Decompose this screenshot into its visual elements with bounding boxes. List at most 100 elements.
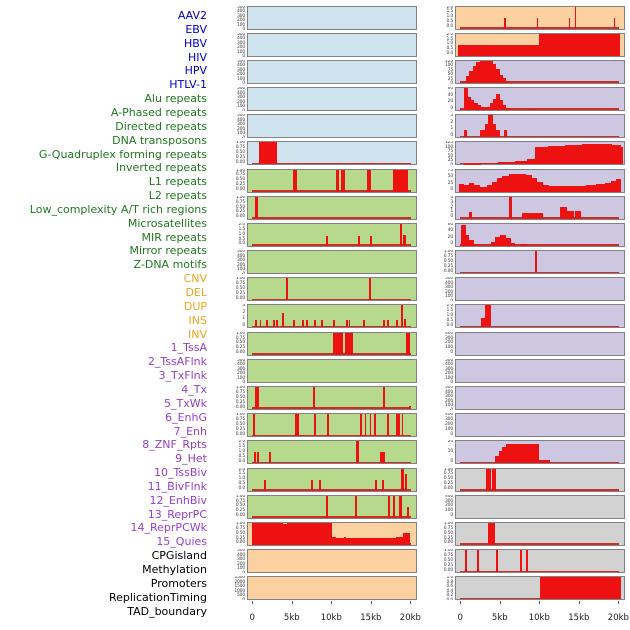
signal-bar [356,441,359,464]
y-tick-value: 300 [445,285,453,291]
y-tick-value: 0 [450,350,453,356]
x-axis-tick [578,601,580,604]
y-tick-value: 300 [237,40,245,46]
signal-baseline [459,26,619,29]
signal-bar [503,78,507,83]
y-tick-value: 500 [237,87,245,92]
signal-bar [253,414,255,437]
y-tick-value: 1.5 [238,471,245,477]
signal-bar [266,320,269,328]
signal-bar [387,320,389,328]
track-label-ReplicationTiming: ReplicationTiming [108,590,207,604]
x-axis-tick [539,601,541,604]
signal-bar [492,181,498,192]
y-tick-value: 1.00 [235,494,245,499]
signal-bar [480,186,488,192]
y-tick-value: 0.25 [443,263,453,269]
track-panel-13_ReprPC [455,386,625,411]
signal-bar [258,142,278,165]
y-tick-value: 100 [237,131,245,137]
y-axis-ticks-Alu repeats: 1.00 0.75 0.50 0.25 0.00 [205,169,245,193]
track-panel-Low_complexity A/T rich regions [247,386,417,411]
y-tick-value: 100 [445,345,453,351]
y-tick-value: 100 [237,104,245,110]
signal-bar [542,184,550,192]
y-axis-ticks-Directed repeats: 2.0 1.5 1.0 0.5 0.0 [205,223,245,247]
y-tick-value: 0.50 [235,286,245,292]
signal-bar [506,81,510,83]
signal-bar [321,320,323,328]
y-tick-value: 0.0 [446,322,453,328]
signal-bar [496,94,500,111]
signal-bar [508,196,513,219]
y-tick-value: 0 [450,407,453,411]
y-tick-value: 1.00 [235,141,245,146]
signal-bar [499,100,504,111]
signal-bar [282,312,284,328]
x-axis-tick [291,601,293,604]
signal-bar [332,536,336,545]
track-panel-Alu repeats [247,168,417,193]
signal-bar [302,320,304,328]
signal-bar [374,479,377,491]
y-tick-value: 200 [237,262,245,268]
y-tick-value: 0 [450,81,453,84]
y-tick-value: 0.0 [446,24,453,29]
signal-baseline [251,353,411,355]
y-axis-ticks-Z-DNA motifs: 1.00 0.75 0.50 0.25 0.00 [205,495,245,519]
track-panel-14_ReprPCWk [455,413,625,438]
y-tick-value: 500 [445,277,453,282]
signal-bar [582,143,599,165]
signal-baseline [251,488,411,491]
signal-bar [613,17,616,29]
x-axis-tick [370,601,372,604]
track-panel-6_EnhG [455,195,625,220]
y-tick-value: 0.0 [238,241,245,247]
y-axis-ticks-7_Enh: 60 40 20 0 [413,223,453,247]
y-axis-ticks-8_ZNF_Rpts: 1.00 0.75 0.50 0.25 0.00 [413,250,453,274]
y-tick-value: 0.50 [443,476,453,482]
track-label-Promoters: Promoters [150,576,207,590]
signal-bar [538,460,550,464]
y-tick-value: 500 [445,358,453,363]
signal-bar [472,65,477,83]
signal-bar [369,414,372,437]
y-axis-ticks-DEL: 500 400 300 200 100 0 [205,549,245,573]
signal-bar [463,88,468,111]
y-tick-value: 0.00 [235,295,245,301]
signal-bar [333,332,344,355]
y-tick-value: 300 [237,366,245,372]
signal-bar [565,145,582,165]
signal-bar [368,278,372,301]
signal-bar [402,533,411,545]
track-panel-HBV [247,59,417,84]
signal-bar [612,144,622,165]
x-axis-tick [410,601,412,604]
y-tick-value: 200 [237,72,245,78]
signal-bar [326,236,329,246]
signal-baseline [459,81,619,83]
signal-bar [506,444,512,464]
y-tick-value: 400 [445,413,453,418]
y-tick-value: 0 [242,54,245,57]
signal-bar [520,550,523,573]
track-label-4_Tx: 4_Tx [181,382,207,396]
track-panel-Directed repeats [247,222,417,247]
y-tick-value: 400 [445,494,453,499]
y-tick-value: 200 [237,561,245,567]
y-tick-value: 1.0 [446,14,453,20]
signal-bar [491,241,495,246]
y-tick-value: 1.0 [238,449,245,455]
y-tick-value: 0 [242,271,245,275]
signal-bar [471,100,475,111]
track-panel-L1 repeats [247,331,417,356]
y-tick-value: 0.00 [235,159,245,165]
y-tick-value: 1.00 [443,250,453,255]
signal-bar [504,17,506,29]
track-panel-DNA transposons [247,250,417,275]
signal-bar [621,146,624,165]
y-tick-value: 25 [447,158,453,164]
signal-bar [511,443,539,464]
track-label-EBV: EBV [185,22,207,36]
signal-bar [501,446,507,464]
